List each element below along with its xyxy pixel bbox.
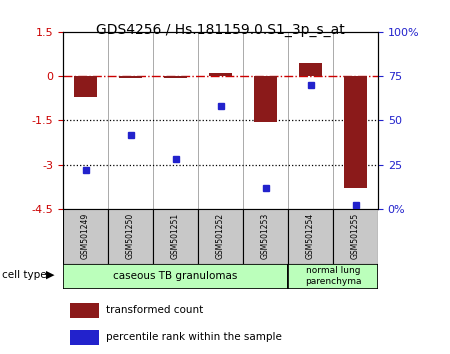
Text: normal lung
parenchyma: normal lung parenchyma	[305, 267, 361, 286]
Bar	[119, 76, 142, 78]
Text: cell type: cell type	[2, 270, 47, 280]
Text: GSM501254: GSM501254	[306, 213, 315, 259]
Text: GSM501253: GSM501253	[261, 213, 270, 259]
Bar	[63, 209, 108, 264]
Bar	[243, 209, 288, 264]
Bar	[70, 303, 99, 318]
Text: GSM501249: GSM501249	[81, 213, 90, 259]
Text: GSM501255: GSM501255	[351, 213, 360, 259]
Bar	[299, 63, 322, 76]
Text: percentile rank within the sample: percentile rank within the sample	[106, 332, 282, 342]
Bar	[70, 330, 99, 345]
Bar	[108, 209, 153, 264]
Bar	[333, 209, 378, 264]
Text: GSM501250: GSM501250	[126, 213, 135, 259]
Text: caseous TB granulomas: caseous TB granulomas	[113, 271, 238, 281]
Text: GDS4256 / Hs.181159.0.S1_3p_s_at: GDS4256 / Hs.181159.0.S1_3p_s_at	[96, 23, 345, 37]
Bar	[254, 76, 277, 122]
Bar	[63, 264, 288, 289]
Text: GSM501251: GSM501251	[171, 213, 180, 259]
Bar	[209, 73, 232, 76]
Bar	[164, 76, 187, 79]
Bar	[288, 264, 378, 289]
Bar	[74, 76, 97, 97]
Text: ▶: ▶	[46, 270, 55, 280]
Bar	[198, 209, 243, 264]
Bar	[288, 209, 333, 264]
Text: GSM501252: GSM501252	[216, 213, 225, 259]
Bar	[153, 209, 198, 264]
Bar	[344, 76, 367, 188]
Text: transformed count: transformed count	[106, 305, 203, 315]
